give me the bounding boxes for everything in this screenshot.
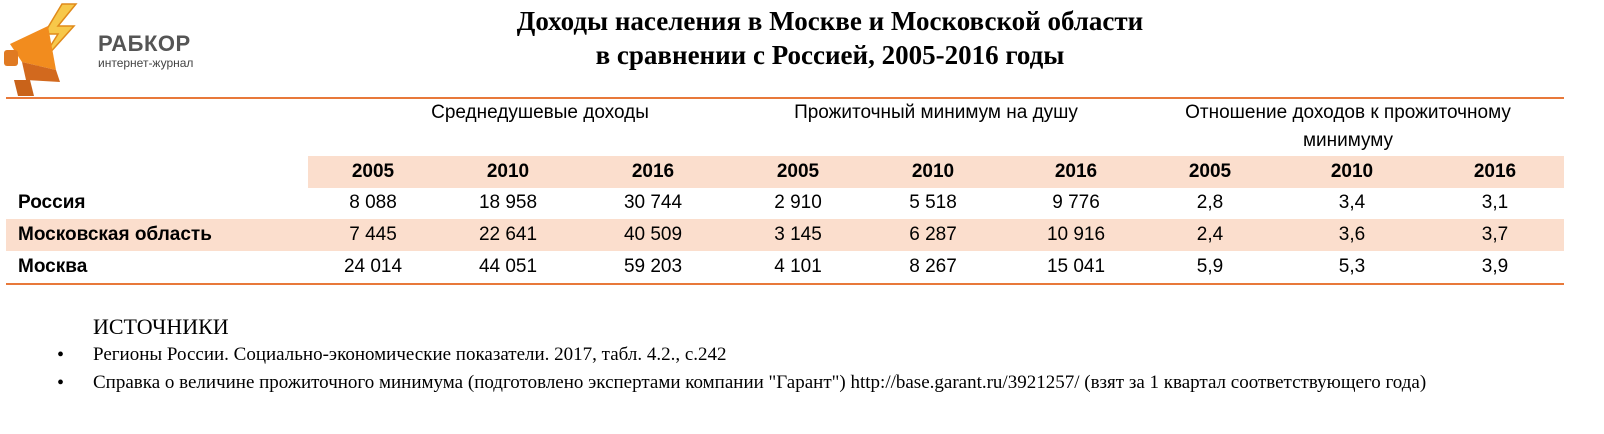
table-cell: 3,7 — [1481, 224, 1509, 245]
table-cell: 6 287 — [909, 224, 957, 245]
table-cell: 2,8 — [1196, 192, 1224, 213]
bullet-icon: • — [57, 344, 65, 366]
table-cell: 3,1 — [1481, 192, 1509, 213]
bullet-icon: • — [57, 372, 65, 394]
table-cell: 4 101 — [774, 256, 822, 277]
logo-name: РАБКОР — [98, 31, 191, 56]
table-cell: 18 958 — [478, 192, 538, 213]
table-cell: 30 744 — [623, 192, 683, 213]
table-cell: 44 051 — [478, 256, 538, 277]
table-cell: 59 203 — [623, 256, 683, 277]
table-cell: 3,9 — [1481, 256, 1509, 277]
megaphone-lightning-icon — [4, 3, 78, 96]
year-header: 2010 — [1330, 161, 1374, 182]
source-item: Регионы России. Социально-экономические … — [93, 344, 727, 365]
year-header: 2016 — [631, 161, 675, 182]
year-header: 2005 — [1188, 161, 1232, 182]
group-header-income: Среднедушевые доходы — [431, 102, 649, 123]
source-item: Справка о величине прожиточного минимума… — [93, 372, 1427, 393]
table-cell: 40 509 — [623, 224, 683, 245]
table-cell: 5,3 — [1338, 256, 1366, 277]
year-header: 2016 — [1054, 161, 1098, 182]
row-label-moscow: Москва — [18, 256, 88, 277]
year-header: 2005 — [351, 161, 395, 182]
year-header: 2005 — [776, 161, 820, 182]
group-header-ratio: Отношение доходов к прожиточному минимум… — [1185, 102, 1511, 151]
table-cell: 3 145 — [774, 224, 822, 245]
table-cell: 10 916 — [1046, 224, 1106, 245]
table-cell: 8 088 — [349, 192, 397, 213]
table-cell: 15 041 — [1046, 256, 1106, 277]
year-header: 2010 — [486, 161, 530, 182]
row-label-moscow-oblast: Московская область — [18, 224, 212, 245]
table-cell: 7 445 — [349, 224, 397, 245]
table-cell: 24 014 — [343, 256, 403, 277]
table-cell: 2 910 — [774, 192, 822, 213]
logo-subtitle: интернет-журнал — [98, 56, 194, 70]
page-title-line2: в сравнении с Россией, 2005-2016 годы — [595, 40, 1065, 70]
logo: РАБКОР интернет-журнал — [0, 0, 210, 96]
row-highlight-band — [6, 219, 1564, 251]
year-header: 2016 — [1473, 161, 1517, 182]
table-cell: 8 267 — [909, 256, 957, 277]
bottom-divider — [6, 283, 1564, 285]
table-cell: 2,4 — [1196, 224, 1224, 245]
page-title-line1: Доходы населения в Москве и Московской о… — [516, 6, 1144, 36]
table-cell: 9 776 — [1052, 192, 1100, 213]
table-cell: 3,4 — [1338, 192, 1366, 213]
year-header-band — [308, 156, 1564, 188]
row-label-russia: Россия — [18, 192, 86, 213]
table-cell: 5,9 — [1196, 256, 1224, 277]
table-cell: 22 641 — [478, 224, 538, 245]
table-cell: 3,6 — [1338, 224, 1366, 245]
sources-heading: ИСТОЧНИКИ — [93, 314, 229, 339]
top-divider — [6, 97, 1564, 99]
table-cell: 5 518 — [909, 192, 957, 213]
group-header-subsistence: Прожиточный минимум на душу — [794, 102, 1078, 123]
year-header: 2010 — [911, 161, 955, 182]
